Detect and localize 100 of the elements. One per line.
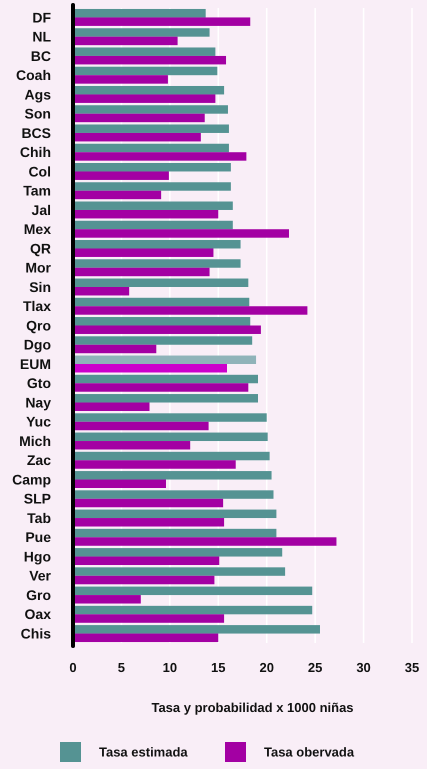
y-tick-label: DF: [32, 9, 52, 26]
bar: [73, 326, 261, 334]
bar: [73, 595, 141, 604]
y-tick-label: Mich: [19, 432, 51, 449]
bar: [73, 510, 276, 518]
bar: [73, 171, 169, 180]
bar: [73, 317, 250, 326]
y-tick-label: EUM: [20, 356, 51, 372]
y-tick-label: Jal: [32, 202, 51, 218]
bar: [73, 480, 166, 488]
legend-label: Tasa obervada: [264, 744, 355, 760]
bar: [73, 182, 231, 191]
bar: [73, 66, 218, 76]
bar: [73, 36, 178, 46]
y-tick-label: Mor: [25, 260, 52, 276]
bar: [73, 460, 236, 469]
bar: [73, 248, 214, 257]
y-tick-label: Ver: [29, 568, 52, 584]
bar: [73, 567, 286, 576]
y-tick-label: Coah: [16, 67, 51, 84]
y-tick-label: BCS: [21, 124, 51, 141]
y-tick-label: Pue: [25, 529, 52, 546]
y-tick-label: Oax: [24, 606, 52, 622]
bar: [73, 75, 168, 84]
bar: [73, 606, 312, 614]
y-tick-label: Gto: [26, 375, 51, 392]
bar: [73, 394, 258, 403]
y-tick-label: Zac: [26, 452, 52, 468]
bar: [73, 576, 214, 584]
bar: [73, 625, 320, 634]
bar: [73, 278, 248, 287]
bar: [73, 432, 268, 442]
x-tick-label: 35: [404, 660, 420, 675]
x-tick-label: 5: [118, 660, 126, 675]
bar: [73, 374, 258, 384]
bar: [73, 452, 270, 460]
y-tick-label: Chis: [20, 625, 52, 642]
bar: [73, 132, 201, 142]
y-tick-label: NL: [32, 28, 52, 45]
x-tick-label: 20: [259, 660, 274, 675]
bar: [73, 162, 231, 172]
bar: [73, 144, 229, 152]
bar: [73, 17, 250, 26]
bar: [73, 634, 218, 642]
y-tick-label: SLP: [24, 490, 51, 507]
bar: [73, 306, 308, 315]
y-tick-label: Chih: [20, 144, 51, 160]
bar: [73, 210, 218, 218]
y-tick-label: Tlax: [22, 298, 52, 314]
y-tick-label: Col: [28, 163, 51, 180]
bar: [73, 286, 130, 296]
y-tick-label: QR: [30, 240, 51, 256]
bar: [73, 441, 190, 450]
bar: [73, 356, 256, 364]
legend-label: Tasa estimada: [99, 744, 188, 760]
bar: [73, 268, 210, 276]
bar: [73, 124, 229, 133]
bar: [73, 229, 289, 238]
x-tick-label: 30: [356, 660, 371, 675]
bar: [73, 586, 312, 596]
bar: [73, 498, 224, 508]
bar: [73, 383, 248, 392]
bar: [73, 614, 224, 623]
x-tick-label: 10: [162, 660, 178, 675]
y-tick-label: Camp: [12, 471, 51, 488]
bar: [73, 105, 228, 114]
bar: [73, 413, 267, 422]
y-tick-label: Tab: [27, 510, 51, 526]
y-tick-label: Gro: [26, 586, 51, 603]
bar: [73, 56, 226, 64]
bar: [73, 364, 228, 372]
bar: [73, 490, 274, 499]
bar: [73, 152, 246, 161]
y-tick-label: Sin: [29, 278, 51, 295]
x-tick-label: 0: [69, 660, 77, 675]
x-tick-label: 15: [211, 660, 226, 675]
y-tick-label: Qro: [26, 317, 51, 334]
x-axis-title: Tasa y probabilidad x 1000 niñas: [151, 700, 354, 715]
bar: [73, 47, 216, 56]
bar: [73, 298, 250, 306]
y-tick-label: Tam: [23, 182, 51, 199]
y-tick-label: Yuc: [26, 414, 52, 430]
bar: [73, 240, 241, 248]
y-tick-label: Son: [24, 106, 51, 122]
bar: [73, 548, 282, 557]
y-tick-label: Dgo: [24, 336, 51, 353]
bar: [73, 114, 205, 122]
bar: [73, 537, 336, 546]
bar: [73, 422, 209, 430]
bar: [73, 94, 216, 103]
bar: [73, 402, 150, 411]
bar: [73, 259, 241, 268]
bar: [73, 556, 220, 566]
bar: [73, 28, 210, 37]
bar: [73, 471, 272, 480]
bar: [73, 8, 206, 18]
y-tick-label: Ags: [24, 86, 52, 102]
bar: [73, 336, 252, 345]
y-tick-label: Nay: [25, 394, 52, 410]
x-tick-label: 25: [308, 660, 322, 675]
